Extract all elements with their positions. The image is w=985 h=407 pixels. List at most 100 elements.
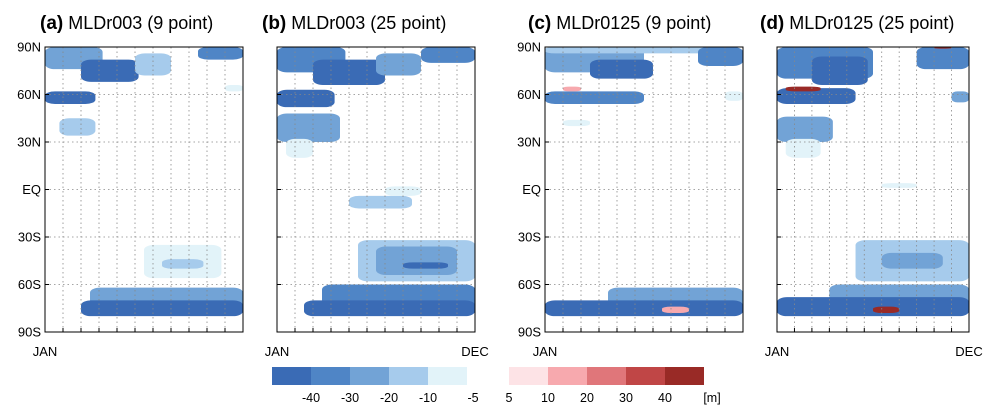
region-neg40 <box>777 297 969 317</box>
colorbar-segment-negative <box>389 367 428 385</box>
colorbar: -40 -30 -20 -10 -5 5 10 20 30 40 [m] <box>272 367 721 405</box>
region-neg20 <box>777 116 833 142</box>
region-neg40 <box>811 56 868 85</box>
grid <box>545 47 743 332</box>
panel-title: (b) MLDr003 (25 point) <box>262 13 446 34</box>
panel-c: 90N 60N 30N EQ 30S 60S 90S JAN (c) MLDr0125 (9 p… <box>517 13 744 359</box>
region-neg30 <box>916 47 969 70</box>
y-tick-label: 30S <box>18 230 41 245</box>
colorbar-label: -30 <box>341 391 359 405</box>
region-neg20 <box>951 91 969 103</box>
x-tick-label-start: JAN <box>265 344 290 359</box>
region-neg40 <box>45 91 96 104</box>
y-tick-label: 90S <box>518 325 541 340</box>
region-neg40 <box>277 89 335 108</box>
panel-title-text: MLDr0125 (9 point) <box>551 13 711 33</box>
region-neg40 <box>81 300 243 317</box>
region-neg40 <box>403 262 448 269</box>
shaded-regions <box>545 47 743 317</box>
region-pos10 <box>662 306 689 313</box>
colorbar-label: 5 <box>506 391 513 405</box>
panel-title: (c) MLDr0125 (9 point) <box>528 13 711 34</box>
region-neg30 <box>198 47 243 60</box>
region-neg5 <box>881 183 917 188</box>
region-neg10 <box>545 47 707 54</box>
panel-d: JAN DEC (d) MLDr0125 (25 point) <box>760 13 983 359</box>
region-neg40 <box>777 88 856 104</box>
region-neg20 <box>376 246 457 275</box>
colorbar-segment-negative <box>311 367 350 385</box>
region-neg5 <box>286 138 313 158</box>
shaded-regions <box>45 47 243 317</box>
x-tick-label-start: JAN <box>533 344 558 359</box>
panel-tag: (c) <box>528 13 551 34</box>
colorbar-segment-positive <box>665 367 704 385</box>
grid <box>777 47 969 332</box>
region-pos40 <box>873 306 900 313</box>
region-neg20 <box>881 252 943 269</box>
grid <box>45 47 243 332</box>
y-tick-label: 90N <box>517 40 541 55</box>
shaded-regions <box>777 47 969 317</box>
y-tick-label: 90S <box>18 325 41 340</box>
colorbar-label: 10 <box>541 391 555 405</box>
x-tick-label-start: JAN <box>765 344 790 359</box>
panel-title: (a) MLDr003 (9 point) <box>40 13 213 34</box>
panel-title-text: MLDr003 (9 point) <box>63 13 213 33</box>
panel-tag: (b) <box>262 13 286 34</box>
colorbar-label: [m] <box>703 391 720 405</box>
y-tick-label: 60N <box>17 87 41 102</box>
panel-a: 90N 60N 30N EQ 30S 60S 90S JAN (a) MLDr003 (9 po… <box>17 13 244 359</box>
panel-title-text: MLDr003 (25 point) <box>286 13 446 33</box>
region-neg40 <box>313 59 385 85</box>
y-tick-label: 30N <box>17 135 41 150</box>
colorbar-segment-negative <box>428 367 467 385</box>
region-neg10 <box>162 259 204 269</box>
x-tick-label-end: DEC <box>955 344 982 359</box>
y-tick-label: 90N <box>17 40 41 55</box>
colorbar-segment-positive <box>587 367 626 385</box>
y-tick-label: 60S <box>18 277 41 292</box>
region-pos10 <box>563 86 581 92</box>
x-tick-label-start: JAN <box>33 344 58 359</box>
colorbar-segment-negative <box>272 367 311 385</box>
colorbar-label: -10 <box>419 391 437 405</box>
grid <box>277 47 475 332</box>
y-tick-label: EQ <box>522 182 541 197</box>
panel-tag: (a) <box>40 13 63 34</box>
y-tick-label: 60N <box>517 87 541 102</box>
y-tick-label: 30N <box>517 135 541 150</box>
region-neg40 <box>590 59 653 79</box>
region-neg5 <box>563 119 590 127</box>
region-pos40 <box>785 86 821 92</box>
region-neg20 <box>277 113 340 142</box>
panel-title-text: MLDr0125 (25 point) <box>784 13 954 33</box>
region-neg30 <box>698 47 743 66</box>
region-neg30 <box>545 91 644 104</box>
panel-tag: (d) <box>760 13 784 34</box>
x-tick-label-end: DEC <box>461 344 488 359</box>
panel-title: (d) MLDr0125 (25 point) <box>760 13 954 34</box>
region-neg40 <box>81 59 139 82</box>
y-tick-label: EQ <box>22 182 41 197</box>
region-neg10 <box>135 53 171 76</box>
region-neg5 <box>785 138 821 158</box>
colorbar-segment-positive <box>509 367 548 385</box>
region-neg30 <box>421 47 475 63</box>
region-neg40 <box>304 300 475 317</box>
region-neg10 <box>59 118 96 136</box>
region-neg5 <box>225 85 243 92</box>
y-tick-label: 30S <box>518 230 541 245</box>
colorbar-label: 30 <box>619 391 633 405</box>
region-neg40 <box>545 300 743 317</box>
colorbar-label: -20 <box>380 391 398 405</box>
colorbar-label: -5 <box>467 391 478 405</box>
colorbar-label: 40 <box>658 391 672 405</box>
colorbar-segment-negative <box>350 367 389 385</box>
region-neg5 <box>725 91 743 101</box>
y-tick-label: 60S <box>518 277 541 292</box>
panel-b: JAN DEC (b) MLDr003 (25 point) <box>262 13 489 359</box>
region-neg10 <box>349 195 412 209</box>
region-neg20 <box>376 53 421 76</box>
